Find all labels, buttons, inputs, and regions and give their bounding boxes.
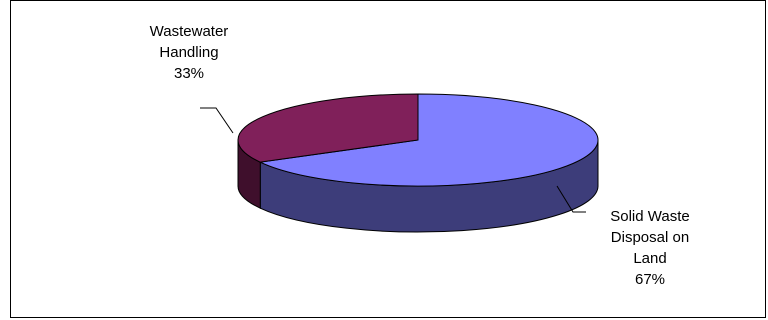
slice-labels: Solid Waste Disposal on Land 67% Wastewater H…: [150, 23, 690, 288]
leader-line-0: [556, 185, 586, 213]
leader-line-1: [200, 107, 234, 134]
pie-slice-1: [237, 93, 419, 163]
slice-label-line: Handling: [159, 44, 218, 61]
pie-slice-0: [258, 93, 599, 187]
slice-label-0: Solid Waste Disposal on Land 67%: [610, 208, 689, 288]
pie-tops: [237, 93, 599, 187]
slice-label-line: 33%: [174, 65, 204, 82]
slice-label-line: Land: [633, 250, 666, 267]
slice-label-line: Solid Waste: [610, 208, 689, 225]
slice-label-line: Wastewater: [150, 23, 229, 40]
slice-label-line: Disposal on: [611, 229, 689, 246]
slice-label-line: 67%: [635, 271, 665, 288]
slice-label-1: Wastewater Handling 33%: [150, 23, 229, 82]
leader-lines: [200, 107, 586, 213]
